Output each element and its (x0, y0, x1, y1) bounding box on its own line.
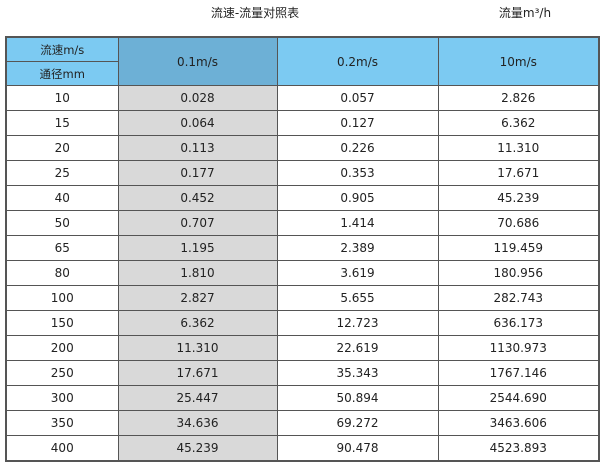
flow-cell: 0.353 (276, 160, 439, 186)
flow-cell: 2.389 (276, 235, 439, 261)
diameter-cell: 50 (5, 210, 119, 236)
flow-cell: 3463.606 (437, 410, 600, 436)
flow-cell: 282.743 (437, 285, 600, 311)
diameter-cell: 25 (5, 160, 119, 186)
table-row: 400 45.239 90.478 4523.893 (5, 435, 600, 462)
flow-cell: 0.064 (117, 110, 278, 136)
table-row: 20 0.113 0.226 11.310 (5, 135, 600, 161)
flow-cell: 35.343 (276, 360, 439, 386)
flow-cell: 34.636 (117, 410, 278, 436)
diameter-cell: 350 (5, 410, 119, 436)
flow-cell: 0.452 (117, 185, 278, 211)
table-row: 100 2.827 5.655 282.743 (5, 285, 600, 311)
flow-cell: 2544.690 (437, 385, 600, 411)
flow-cell: 11.310 (437, 135, 600, 161)
table-row: 350 34.636 69.272 3463.606 (5, 410, 600, 436)
diameter-cell: 80 (5, 260, 119, 286)
table-row: 50 0.707 1.414 70.686 (5, 210, 600, 236)
flow-cell: 119.459 (437, 235, 600, 261)
diameter-cell: 300 (5, 385, 119, 411)
flow-cell: 1.195 (117, 235, 278, 261)
flow-cell: 0.905 (276, 185, 439, 211)
flow-cell: 0.113 (117, 135, 278, 161)
table-row: 25 0.177 0.353 17.671 (5, 160, 600, 186)
flow-cell: 11.310 (117, 335, 278, 361)
table-row: 250 17.671 35.343 1767.146 (5, 360, 600, 386)
flow-cell: 0.028 (117, 85, 278, 111)
table-row: 15 0.064 0.127 6.362 (5, 110, 600, 136)
table-row: 80 1.810 3.619 180.956 (5, 260, 600, 286)
flow-table: 流速m/s 0.1m/s 0.2m/s 10m/s 通径mm 10 0.028 0.… (5, 36, 600, 462)
flow-cell: 0.127 (276, 110, 439, 136)
column-header-10: 10m/s (437, 36, 600, 86)
flow-cell: 0.177 (117, 160, 278, 186)
flow-cell: 70.686 (437, 210, 600, 236)
column-header-0.2: 0.2m/s (276, 36, 439, 86)
diameter-cell: 10 (5, 85, 119, 111)
flow-cell: 50.894 (276, 385, 439, 411)
diameter-cell: 250 (5, 360, 119, 386)
flow-cell: 0.226 (276, 135, 439, 161)
flow-cell: 6.362 (117, 310, 278, 336)
flow-cell: 1767.146 (437, 360, 600, 386)
flow-cell: 45.239 (437, 185, 600, 211)
diameter-header: 通径mm (5, 61, 119, 86)
flow-cell: 6.362 (437, 110, 600, 136)
flow-cell: 636.173 (437, 310, 600, 336)
flow-cell: 90.478 (276, 435, 439, 462)
flow-cell: 1130.973 (437, 335, 600, 361)
flow-cell: 2.827 (117, 285, 278, 311)
flow-cell: 2.826 (437, 85, 600, 111)
flow-cell: 45.239 (117, 435, 278, 462)
table-row: 10 0.028 0.057 2.826 (5, 85, 600, 111)
diameter-cell: 15 (5, 110, 119, 136)
diameter-cell: 150 (5, 310, 119, 336)
flow-cell: 17.671 (437, 160, 600, 186)
flow-cell: 4523.893 (437, 435, 600, 462)
flow-cell: 22.619 (276, 335, 439, 361)
flow-cell: 3.619 (276, 260, 439, 286)
unit-label: 流量m³/h (498, 6, 552, 20)
diameter-cell: 400 (5, 435, 119, 462)
table-row: 200 11.310 22.619 1130.973 (5, 335, 600, 361)
diameter-cell: 200 (5, 335, 119, 361)
column-header-0.1: 0.1m/s (117, 36, 278, 86)
table-row: 65 1.195 2.389 119.459 (5, 235, 600, 261)
table-row: 150 6.362 12.723 636.173 (5, 310, 600, 336)
flow-cell: 1.810 (117, 260, 278, 286)
flow-cell: 12.723 (276, 310, 439, 336)
diameter-cell: 20 (5, 135, 119, 161)
diameter-cell: 40 (5, 185, 119, 211)
flow-cell: 180.956 (437, 260, 600, 286)
flow-cell: 69.272 (276, 410, 439, 436)
velocity-header: 流速m/s (5, 36, 119, 62)
flow-cell: 0.057 (276, 85, 439, 111)
diameter-cell: 65 (5, 235, 119, 261)
diameter-cell: 100 (5, 285, 119, 311)
table-row: 300 25.447 50.894 2544.690 (5, 385, 600, 411)
flow-cell: 5.655 (276, 285, 439, 311)
header-row: 流速m/s 0.1m/s 0.2m/s 10m/s (5, 36, 600, 86)
table-row: 40 0.452 0.905 45.239 (5, 185, 600, 211)
flow-cell: 17.671 (117, 360, 278, 386)
header-row-2: 通径mm (5, 61, 599, 86)
flow-cell: 0.707 (117, 210, 278, 236)
table-title: 流速-流量对照表 (210, 6, 300, 20)
flow-cell: 1.414 (276, 210, 439, 236)
flow-cell: 25.447 (117, 385, 278, 411)
